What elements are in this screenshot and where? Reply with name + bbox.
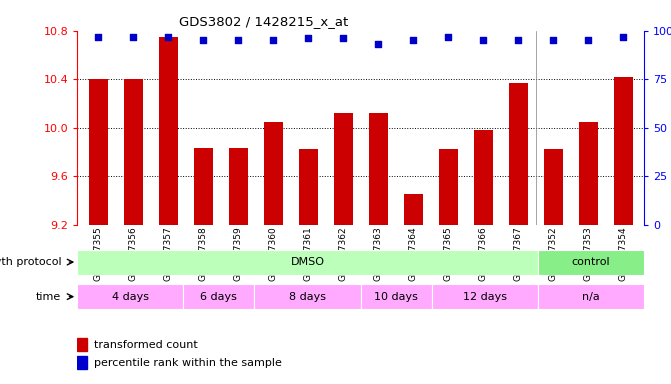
Bar xyxy=(538,250,644,275)
Text: 10 days: 10 days xyxy=(374,291,418,302)
Text: n/a: n/a xyxy=(582,291,600,302)
Bar xyxy=(193,148,213,225)
Bar xyxy=(229,148,248,225)
Point xyxy=(408,37,419,43)
Bar xyxy=(77,250,538,275)
Point xyxy=(127,33,138,40)
Text: time: time xyxy=(36,291,61,302)
Bar xyxy=(183,284,254,309)
Point xyxy=(513,37,523,43)
Point xyxy=(338,35,348,41)
Point xyxy=(548,37,558,43)
Point xyxy=(233,37,244,43)
Bar xyxy=(613,77,633,225)
Point xyxy=(163,33,174,40)
Point xyxy=(583,37,594,43)
Bar xyxy=(509,83,528,225)
Bar xyxy=(578,122,598,225)
Point xyxy=(198,37,209,43)
Bar xyxy=(431,284,538,309)
Text: 8 days: 8 days xyxy=(289,291,326,302)
Point xyxy=(618,33,629,40)
Bar xyxy=(333,113,353,225)
Text: percentile rank within the sample: percentile rank within the sample xyxy=(94,358,282,368)
Bar xyxy=(77,338,87,351)
Text: GDS3802 / 1428215_x_at: GDS3802 / 1428215_x_at xyxy=(179,15,348,28)
Bar xyxy=(123,79,143,225)
Bar xyxy=(158,37,178,225)
Text: 12 days: 12 days xyxy=(463,291,507,302)
Text: 4 days: 4 days xyxy=(112,291,149,302)
Text: transformed count: transformed count xyxy=(94,340,198,350)
Bar xyxy=(361,284,431,309)
Text: growth protocol: growth protocol xyxy=(0,257,61,267)
Bar xyxy=(538,284,644,309)
Point xyxy=(373,41,384,47)
Point xyxy=(93,33,103,40)
Text: control: control xyxy=(572,257,611,267)
Text: DMSO: DMSO xyxy=(291,257,325,267)
Point xyxy=(478,37,488,43)
Bar xyxy=(368,113,388,225)
Bar xyxy=(439,149,458,225)
Bar xyxy=(474,130,493,225)
Point xyxy=(303,35,313,41)
Bar xyxy=(89,79,108,225)
Bar xyxy=(264,122,282,225)
Point xyxy=(268,37,278,43)
Bar xyxy=(77,284,183,309)
Bar xyxy=(544,149,563,225)
Bar xyxy=(299,149,318,225)
Bar xyxy=(403,194,423,225)
Text: 6 days: 6 days xyxy=(201,291,238,302)
Bar xyxy=(254,284,361,309)
Point xyxy=(443,33,454,40)
Bar xyxy=(77,356,87,369)
